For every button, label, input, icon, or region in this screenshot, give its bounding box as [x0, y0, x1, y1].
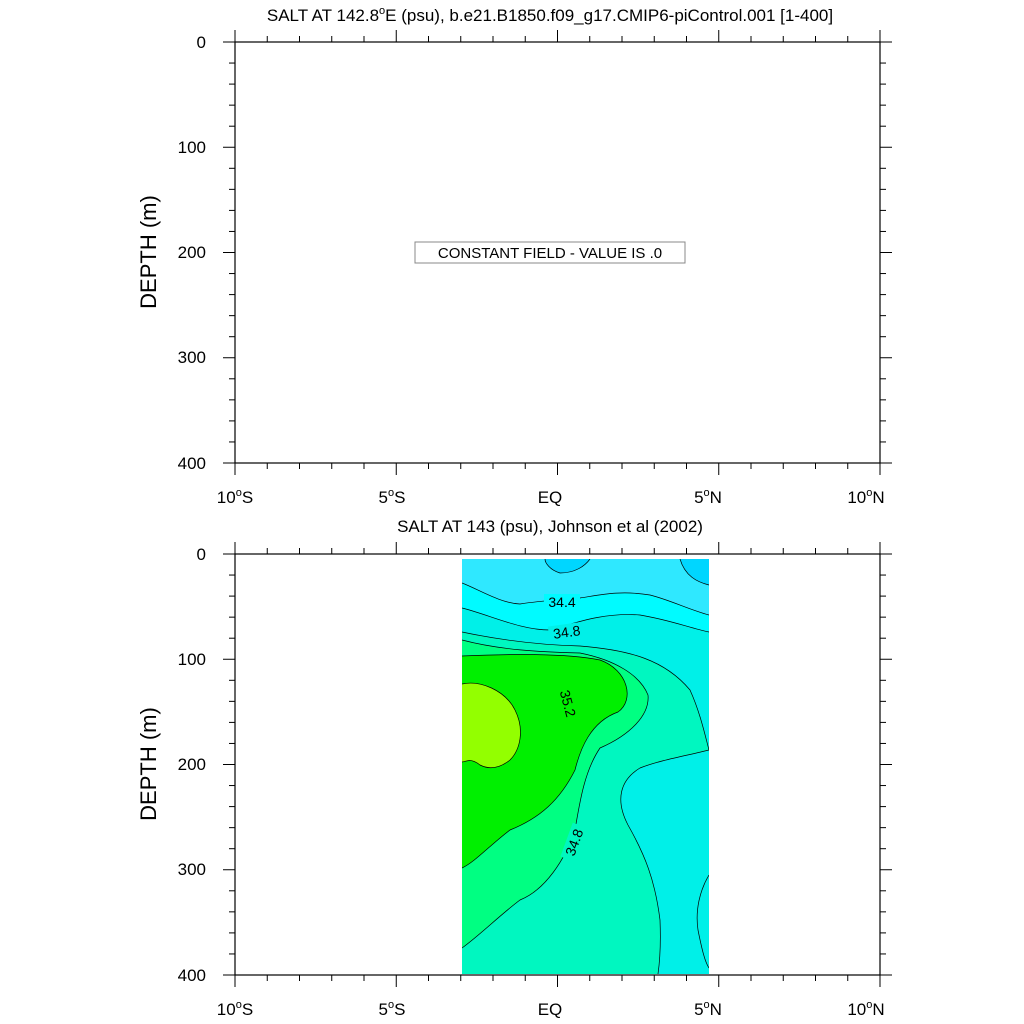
- x-tick-label: 5oS: [379, 487, 406, 507]
- panel-1-x-tick-labels: 10oS 5oS EQ 5oN 10oN: [217, 487, 885, 507]
- x-tick-label: EQ: [538, 488, 563, 507]
- panel-1-title: SALT AT 142.8oE (psu), b.e21.B1850.f09_g…: [267, 5, 833, 25]
- salinity-band-below-34.0: [545, 559, 590, 573]
- x-tick-label: 5oN: [694, 487, 722, 507]
- constant-field-box: [414, 241, 686, 264]
- constant-field-note: CONSTANT FIELD - VALUE IS .0: [438, 245, 662, 262]
- panel-1-ticks: [223, 30, 892, 475]
- y-tick-label: 100: [178, 138, 206, 157]
- panel-model: SALT AT 142.8oE (psu), b.e21.B1850.f09_g…: [136, 5, 892, 507]
- salinity-contour-fill: [462, 559, 709, 974]
- x-tick-label: 5oS: [379, 999, 406, 1019]
- salinity-band-34.0-34.4: [462, 559, 709, 615]
- panel-2-y-tick-labels: 0 100 200 300 400: [178, 545, 206, 985]
- x-tick-label: 10oN: [847, 999, 884, 1019]
- y-tick-label: 400: [178, 966, 206, 985]
- x-tick-label: 10oN: [847, 487, 884, 507]
- contour-label: 34.8: [552, 622, 581, 642]
- salinity-contour-lines: [462, 559, 709, 974]
- salinity-band-below-34.0: [680, 559, 709, 585]
- panel-1-y-axis-title: DEPTH (m): [136, 195, 161, 309]
- y-tick-label: 300: [178, 860, 206, 879]
- x-tick-label: 5oN: [694, 999, 722, 1019]
- panel-2-x-tick-labels: 10oS 5oS EQ 5oN 10oN: [217, 999, 885, 1019]
- panel-2-y-axis-title: DEPTH (m): [136, 707, 161, 821]
- x-tick-label: 10oS: [217, 487, 253, 507]
- x-tick-label: EQ: [538, 1000, 563, 1019]
- y-tick-label: 400: [178, 454, 206, 473]
- y-tick-label: 200: [178, 243, 206, 262]
- x-tick-label: 10oS: [217, 999, 253, 1019]
- y-tick-label: 100: [178, 650, 206, 669]
- y-tick-label: 200: [178, 755, 206, 774]
- panel-observations: SALT AT 143 (psu), Johnson et al (2002): [136, 517, 892, 1019]
- y-tick-label: 0: [197, 33, 206, 52]
- contour-label: 35.2: [557, 688, 580, 719]
- panel-2-ticks: [223, 542, 892, 987]
- panel-2-title: SALT AT 143 (psu), Johnson et al (2002): [397, 517, 703, 536]
- y-tick-label: 300: [178, 348, 206, 367]
- y-tick-label: 0: [197, 545, 206, 564]
- panel-1-y-tick-labels: 0 100 200 300 400: [178, 33, 206, 473]
- salinity-band-above-35.4: [462, 683, 521, 768]
- contour-label: 34.4: [548, 594, 575, 610]
